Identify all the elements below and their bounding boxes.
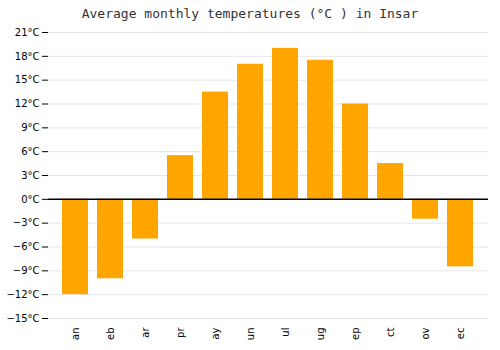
svg-text:18°C: 18°C [15,51,40,62]
svg-text:ov: ov [420,327,431,339]
svg-text:−9°C: −9°C [13,265,40,276]
svg-text:15°C: 15°C [15,74,40,85]
svg-text:ep: ep [350,328,361,341]
svg-text:−6°C: −6°C [13,241,40,252]
svg-text:−3°C: −3°C [13,217,40,228]
svg-text:ar: ar [140,327,151,338]
svg-text:ug: ug [315,328,326,341]
svg-text:ay: ay [210,327,221,339]
svg-text:9°C: 9°C [21,122,39,133]
svg-text:12°C: 12°C [15,98,40,109]
svg-text:−15°C: −15°C [6,313,39,324]
svg-text:ul: ul [280,328,291,337]
svg-text:0°C: 0°C [21,194,39,205]
svg-text:3°C: 3°C [21,170,39,181]
svg-text:an: an [70,328,81,340]
html-text:Average monthly temperatures (: Average monthly temperatures (°C ) in In… [81,6,419,21]
svg-text:pr: pr [175,327,186,338]
svg-text:un: un [245,328,256,341]
svg-text:−12°C: −12°C [6,289,39,300]
svg-text:21°C: 21°C [15,27,40,38]
svg-text:ct: ct [385,327,396,336]
svg-text:eb: eb [105,328,116,341]
svg-text:ec: ec [455,328,466,340]
svg-text:6°C: 6°C [21,146,39,157]
